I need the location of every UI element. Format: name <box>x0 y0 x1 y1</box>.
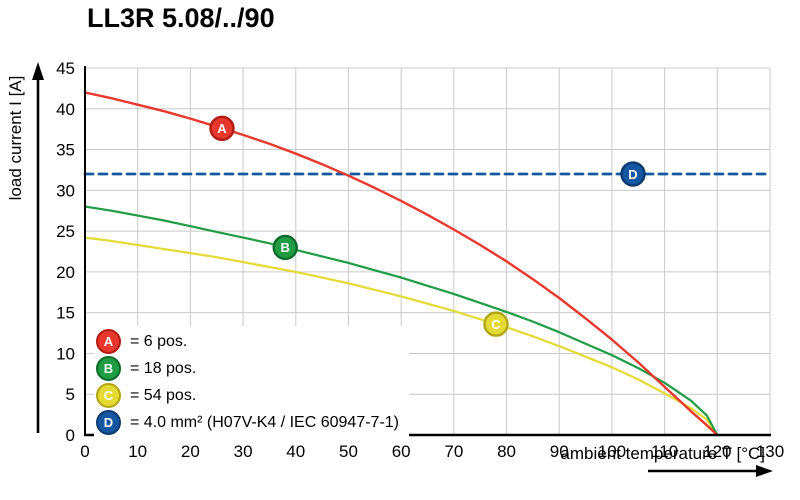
y-tick-label: 20 <box>56 263 75 282</box>
legend-item-A: A = 6 pos. <box>96 328 399 355</box>
legend-swatch-A: A <box>96 329 121 354</box>
curve-A <box>83 91 719 437</box>
marker-letter-C: C <box>491 317 501 332</box>
curve-C <box>83 236 719 437</box>
marker-letter-B: B <box>281 240 290 255</box>
x-tick-label: 110 <box>651 442 678 461</box>
x-tick-label: 20 <box>181 442 200 461</box>
x-tick-label: 10 <box>128 442 147 461</box>
chart-title: LL3R 5.08/../90 <box>87 3 275 33</box>
legend-item-D: D = 4.0 mm² (H07V-K4 / IEC 60947-7-1) <box>96 409 399 436</box>
marker-A <box>209 115 235 142</box>
y-tick-label: 10 <box>56 344 75 363</box>
marker-C <box>483 311 509 337</box>
marker-B <box>272 234 298 261</box>
y-tick-label: 15 <box>56 304 75 323</box>
legend-label-A: = 6 pos. <box>130 332 188 350</box>
y-tick-label: 0 <box>66 426 75 445</box>
x-tick-label: 50 <box>339 442 358 461</box>
x-tick-label: 120 <box>703 442 731 461</box>
y-tick-label: 35 <box>56 141 75 160</box>
curve-B <box>83 205 719 437</box>
y-tick-label: 25 <box>56 222 75 241</box>
x-tick-label: 0 <box>80 442 89 461</box>
x-axis-arrowhead-icon <box>756 465 773 477</box>
legend-swatch-D: D <box>96 410 121 435</box>
legend-item-C: C = 54 pos. <box>96 382 399 409</box>
x-tick-label: 80 <box>497 442 516 461</box>
legend-label-C: = 54 pos. <box>130 386 197 404</box>
x-tick-label: 130 <box>756 442 784 461</box>
x-tick-label: 40 <box>286 442 305 461</box>
x-tick-label: 90 <box>550 442 569 461</box>
x-axis-label: ambient temperature T [°C] <box>560 444 765 463</box>
legend-label-B: = 18 pos. <box>130 359 197 377</box>
legend-label-D: = 4.0 mm² (H07V-K4 / IEC 60947-7-1) <box>130 413 399 431</box>
legend: A = 6 pos. B = 18 pos. C = 54 pos. D = 4.0 mm² … <box>94 326 409 438</box>
marker-letter-D: D <box>628 167 637 182</box>
x-tick-label: 70 <box>444 442 463 461</box>
x-tick-label: 30 <box>234 442 253 461</box>
x-tick-label: 60 <box>392 442 411 461</box>
marker-letter-A: A <box>217 121 227 136</box>
x-tick-label: 100 <box>598 442 626 461</box>
marker-D <box>620 161 646 187</box>
y-tick-label: 40 <box>56 100 75 119</box>
legend-swatch-B: B <box>96 356 121 381</box>
y-tick-label: 30 <box>56 181 75 200</box>
legend-item-B: B = 18 pos. <box>96 355 399 382</box>
legend-swatch-C: C <box>96 383 121 408</box>
y-tick-label: 5 <box>66 385 75 404</box>
y-tick-label: 45 <box>56 59 75 78</box>
y-axis-arrowhead-icon <box>32 62 44 80</box>
